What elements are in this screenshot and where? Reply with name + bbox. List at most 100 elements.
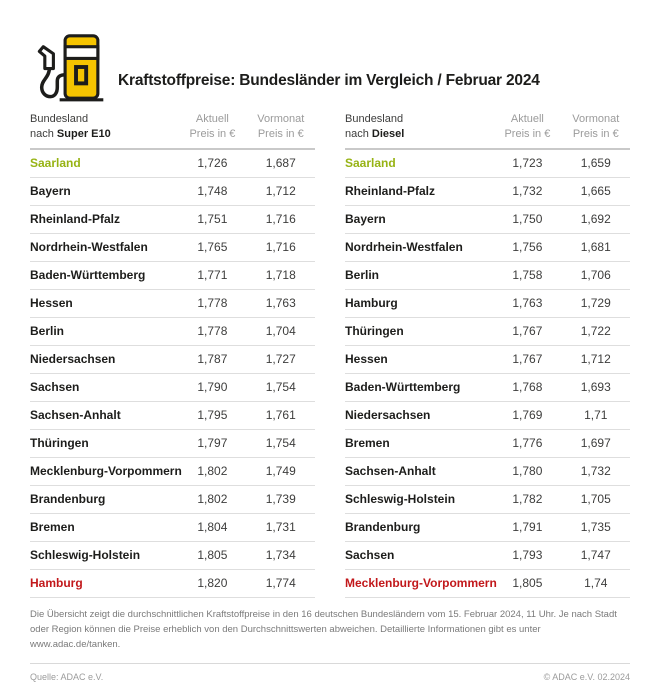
table-row: Mecklenburg-Vorpommern 1,805 1,74 [345, 570, 630, 598]
state-name: Nordrhein-Westfalen [30, 240, 148, 255]
fuel-pump-icon [30, 28, 108, 106]
table-row: Nordrhein-Westfalen 1,765 1,716 [30, 234, 315, 262]
table-row: Bayern 1,748 1,712 [30, 178, 315, 206]
table-row: Baden-Württemberg 1,768 1,693 [345, 374, 630, 402]
state-name: Mecklenburg-Vorpommern [30, 464, 182, 479]
current-price: 1,820 [197, 576, 228, 591]
state-name: Sachsen [345, 548, 395, 563]
table-row: Bayern 1,750 1,692 [345, 206, 630, 234]
current-price: 1,767 [512, 324, 543, 339]
table-row: Sachsen 1,790 1,754 [30, 374, 315, 402]
infographic-page: Kraftstoffpreise: Bundesländer im Vergle… [30, 28, 630, 682]
state-name: Thüringen [345, 324, 404, 339]
state-name: Brandenburg [30, 492, 106, 507]
table-row: Schleswig-Holstein 1,782 1,705 [345, 486, 630, 514]
table-header-diesel: Bundesland nach Diesel Aktuell Preis in … [345, 112, 630, 150]
previous-month-price: 1,731 [265, 520, 296, 535]
state-name: Hamburg [30, 576, 83, 591]
state-name: Nordrhein-Westfalen [345, 240, 463, 255]
state-name: Hamburg [345, 296, 398, 311]
current-price: 1,802 [197, 464, 228, 479]
previous-month-price: 1,754 [265, 436, 296, 451]
table-row: Berlin 1,758 1,706 [345, 262, 630, 290]
current-price: 1,765 [197, 240, 228, 255]
state-name: Schleswig-Holstein [345, 492, 456, 507]
previous-month-price: 1,712 [265, 184, 296, 199]
table-row: Brandenburg 1,791 1,735 [345, 514, 630, 542]
previous-month-price: 1,735 [580, 520, 611, 535]
current-price: 1,767 [512, 352, 543, 367]
previous-month-price: 1,706 [580, 268, 611, 283]
table-row: Niedersachsen 1,769 1,71 [345, 402, 630, 430]
previous-month-price: 1,747 [580, 548, 611, 563]
state-name: Hessen [30, 296, 73, 311]
current-price: 1,758 [512, 268, 543, 283]
current-price: 1,804 [197, 520, 228, 535]
table-super-e10: Bundesland nach Super E10 Aktuell Preis … [30, 112, 315, 598]
state-name: Niedersachsen [345, 408, 431, 423]
previous-month-price: 1,681 [580, 240, 611, 255]
previous-month-price: 1,705 [580, 492, 611, 507]
column-header-vormonat: Vormonat Preis in € [257, 113, 305, 140]
previous-month-price: 1,716 [265, 240, 296, 255]
previous-month-price: 1,697 [580, 436, 611, 451]
state-name: Baden-Württemberg [345, 380, 461, 395]
table-row: Baden-Württemberg 1,771 1,718 [30, 262, 315, 290]
table-header-super-e10: Bundesland nach Super E10 Aktuell Preis … [30, 112, 315, 150]
table-row: Mecklenburg-Vorpommern 1,802 1,749 [30, 458, 315, 486]
table-row: Sachsen 1,793 1,747 [345, 542, 630, 570]
state-name: Thüringen [30, 436, 89, 451]
state-name: Schleswig-Holstein [30, 548, 141, 563]
table-row: Saarland 1,723 1,659 [345, 150, 630, 178]
column-header-vormonat: Vormonat Preis in € [572, 113, 620, 140]
current-price: 1,793 [512, 548, 543, 563]
previous-month-price: 1,763 [265, 296, 296, 311]
previous-month-price: 1,739 [265, 492, 296, 507]
previous-month-price: 1,693 [580, 380, 611, 395]
copyright-label: © ADAC e.V. 02.2024 [543, 672, 630, 682]
current-price: 1,778 [197, 296, 228, 311]
current-price: 1,768 [512, 380, 543, 395]
table-row: Hessen 1,767 1,712 [345, 346, 630, 374]
state-name: Rheinland-Pfalz [345, 184, 436, 199]
state-name: Bayern [30, 184, 71, 199]
source-label: Quelle: ADAC e.V. [30, 672, 104, 682]
state-name: Berlin [30, 324, 65, 339]
previous-month-price: 1,734 [265, 548, 296, 563]
previous-month-price: 1,704 [265, 324, 296, 339]
current-price: 1,769 [512, 408, 543, 423]
previous-month-price: 1,71 [584, 408, 608, 423]
page-title: Kraftstoffpreise: Bundesländer im Vergle… [118, 72, 540, 89]
table-diesel: Bundesland nach Diesel Aktuell Preis in … [345, 112, 630, 598]
state-name: Mecklenburg-Vorpommern [345, 576, 497, 591]
state-name: Berlin [345, 268, 380, 283]
column-header-aktuell: Aktuell Preis in € [189, 113, 236, 140]
previous-month-price: 1,727 [265, 352, 296, 367]
state-name: Baden-Württemberg [30, 268, 146, 283]
table-row: Nordrhein-Westfalen 1,756 1,681 [345, 234, 630, 262]
source-bar: Quelle: ADAC e.V. © ADAC e.V. 02.2024 [30, 663, 630, 682]
state-name: Rheinland-Pfalz [30, 212, 121, 227]
table-row: Sachsen-Anhalt 1,795 1,761 [30, 402, 315, 430]
table-row: Bremen 1,804 1,731 [30, 514, 315, 542]
previous-month-price: 1,716 [265, 212, 296, 227]
table-row: Rheinland-Pfalz 1,751 1,716 [30, 206, 315, 234]
previous-month-price: 1,687 [265, 156, 296, 171]
previous-month-price: 1,712 [580, 352, 611, 367]
current-price: 1,751 [197, 212, 228, 227]
current-price: 1,802 [197, 492, 228, 507]
previous-month-price: 1,729 [580, 296, 611, 311]
state-name: Saarland [345, 156, 396, 171]
table-row: Niedersachsen 1,787 1,727 [30, 346, 315, 374]
current-price: 1,756 [512, 240, 543, 255]
current-price: 1,805 [512, 576, 543, 591]
current-price: 1,787 [197, 352, 228, 367]
current-price: 1,782 [512, 492, 543, 507]
current-price: 1,795 [197, 408, 228, 423]
previous-month-price: 1,761 [265, 408, 296, 423]
state-name: Brandenburg [345, 520, 421, 535]
table-row: Hamburg 1,820 1,774 [30, 570, 315, 598]
previous-month-price: 1,749 [265, 464, 296, 479]
previous-month-price: 1,659 [580, 156, 611, 171]
table-row: Thüringen 1,767 1,722 [345, 318, 630, 346]
